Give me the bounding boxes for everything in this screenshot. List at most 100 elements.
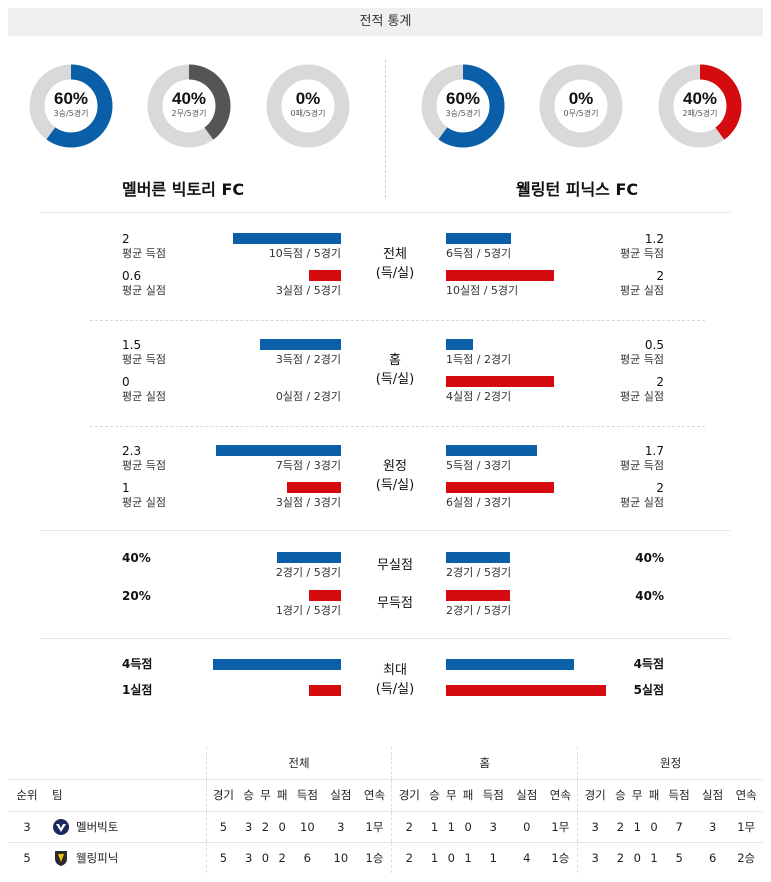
donut-chart: 0% 0패/5경기 [266, 64, 350, 148]
stat-cell: 1무 [729, 810, 763, 842]
team-divider [385, 60, 386, 198]
column-header: 실점 [695, 778, 730, 811]
team-header: 팀 [46, 778, 206, 811]
column-header: 패 [459, 778, 477, 811]
home-avg-goals-for-label: 평균 득점 [122, 353, 166, 366]
away-goals-for-caption: 1득점 / 2경기 [446, 353, 512, 366]
donut-ring [658, 64, 742, 148]
donut-ring [539, 64, 623, 148]
donut-chart: 60% 3승/5경기 [29, 64, 113, 148]
rank-header: 순위 [8, 778, 46, 811]
stat-cell: 5 [205, 810, 241, 842]
donut-arc [421, 64, 505, 148]
donut-record: 0패/5경기 [290, 109, 326, 118]
donut-chart: 40% 2패/5경기 [658, 64, 742, 148]
stat-cell: 1무 [357, 810, 392, 842]
away-avg-goals-against-label: 평균 실점 [620, 390, 664, 403]
stat-cell: 0 [257, 841, 274, 873]
away-goals-against-bar [446, 270, 554, 281]
away-max-conceded-bar [446, 685, 606, 696]
column-header: 실점 [509, 778, 544, 811]
away-avg-goals-for-label: 평균 득점 [620, 247, 664, 260]
home-goals-for-bar [260, 339, 341, 350]
home-team-name: 멜버른 빅토리 FC [122, 180, 245, 199]
donut-percent: 60% [53, 89, 89, 108]
stat-cell: 2승 [729, 841, 763, 873]
away-avg-goals-for-label: 평균 득점 [620, 459, 664, 472]
clean-label: 무득점 [377, 596, 413, 611]
stat-cell: 5 [662, 841, 696, 873]
divider [40, 638, 730, 639]
away-avg-goals-for: 1.7 [644, 444, 664, 458]
home-goals-against-caption: 3실점 / 3경기 [275, 496, 341, 509]
section-sublabel: (득/실) [375, 266, 415, 281]
home-avg-goals-for: 2.3 [122, 444, 142, 458]
donut-label: 0% 0패/5경기 [266, 64, 350, 148]
away-clean-percent: 40% [635, 589, 664, 603]
stat-cell: 0 [628, 841, 646, 873]
stat-cell: 1 [426, 810, 443, 842]
table-row: 5 웰링피닉 5 3 0 2 6 10 1승 2 1 0 1 1 4 1승 3 2 0 1 5 6 2승 [8, 841, 763, 873]
home-avg-goals-against: 0.6 [122, 269, 142, 283]
team-cell[interactable]: 멜버빅토 [46, 810, 206, 842]
stat-cell: 0 [273, 810, 291, 842]
column-header: 승 [240, 778, 258, 811]
home-clean-caption: 2경기 / 5경기 [275, 566, 341, 579]
column-header: 경기 [577, 778, 613, 811]
column-header: 패 [273, 778, 291, 811]
home-clean-bar [277, 552, 341, 563]
stat-cell: 10 [324, 841, 358, 873]
page-title: 전적 통계 [359, 14, 412, 29]
donut-label: 60% 3승/5경기 [29, 64, 113, 148]
column-header: 연속 [729, 778, 763, 811]
section-title-bar: 전적 통계 [8, 8, 763, 36]
home-avg-goals-for-label: 평균 득점 [122, 247, 166, 260]
stat-cell: 4 [509, 841, 544, 873]
away-avg-goals-against-label: 평균 실점 [620, 496, 664, 509]
stat-cell: 6 [695, 841, 730, 873]
wellington-phoenix-logo-icon [55, 850, 67, 866]
away-goals-against-caption: 4실점 / 2경기 [446, 390, 512, 403]
home-max-goals: 4득점 [122, 657, 153, 671]
table-group-header-row: 전체 홈 원정 [8, 747, 763, 779]
donut-percent: 0% [295, 89, 321, 108]
stat-cell: 1무 [543, 810, 578, 842]
max-sublabel: (득/실) [375, 682, 415, 697]
donut-arc [658, 64, 742, 148]
clean-label: 무실점 [377, 558, 413, 573]
away-max-goals-bar [446, 659, 574, 670]
column-header: 득점 [290, 778, 325, 811]
donut-percent: 0% [568, 89, 594, 108]
stat-cell: 2 [257, 810, 274, 842]
stat-cell: 1 [628, 810, 646, 842]
standings-table: 전체 홈 원정 순위 팀 경기 승 무 패 득점 실점 연속 경기 승 무 패 득점 실점 연속 경기 승 무 패 득점 실점 연… [8, 747, 763, 873]
donut-chart: 60% 3승/5경기 [421, 64, 505, 148]
section-label: 전체 [383, 247, 407, 262]
donut-record: 3승/5경기 [445, 109, 481, 118]
donut-chart: 0% 0무/5경기 [539, 64, 623, 148]
table-column-header-row: 순위 팀 경기 승 무 패 득점 실점 연속 경기 승 무 패 득점 실점 연속 경기 승 무 패 득점 실점 연속 [8, 778, 763, 811]
section-label: 원정 [383, 459, 407, 474]
column-header: 경기 [205, 778, 241, 811]
home-max-goals-bar [213, 659, 341, 670]
away-goals-against-bar [446, 376, 554, 387]
donut-percent: 40% [171, 89, 207, 108]
divider [40, 530, 730, 531]
away-goals-for-caption: 5득점 / 3경기 [446, 459, 512, 472]
away-clean-percent: 40% [635, 551, 664, 565]
donut-percent: 60% [445, 89, 481, 108]
section-label: 홈 [389, 353, 401, 368]
away-avg-goals-against-label: 평균 실점 [620, 284, 664, 297]
donut-record: 3승/5경기 [53, 109, 89, 118]
away-goals-against-caption: 6실점 / 3경기 [446, 496, 512, 509]
donut-label: 0% 0무/5경기 [539, 64, 623, 148]
donut-arc [29, 64, 113, 148]
team-cell[interactable]: 웰링피닉 [46, 841, 206, 873]
away-goals-against-bar [446, 482, 554, 493]
away-goals-for-caption: 6득점 / 5경기 [446, 247, 512, 260]
away-clean-caption: 2경기 / 5경기 [446, 604, 512, 617]
home-avg-goals-against: 0 [122, 375, 130, 389]
away-team-name: 웰링턴 피닉스 FC [516, 180, 639, 199]
stat-cell: 3 [476, 810, 510, 842]
column-header: 득점 [476, 778, 510, 811]
